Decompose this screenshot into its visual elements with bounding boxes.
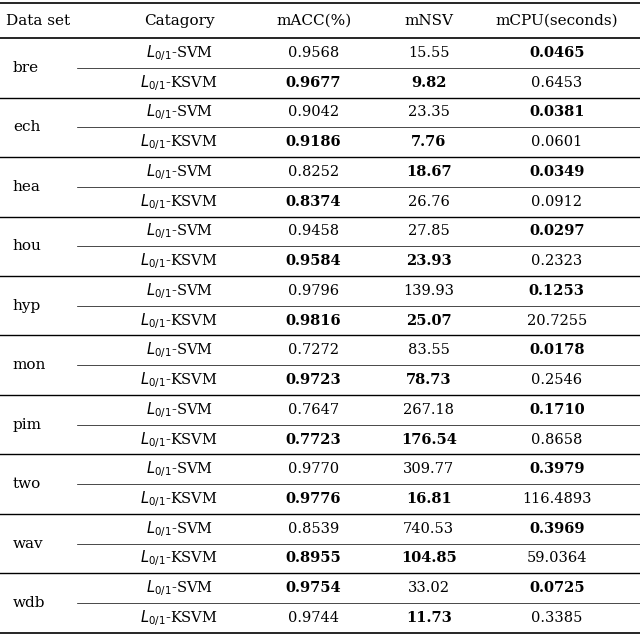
Text: wdb: wdb [13,596,45,610]
Text: hou: hou [13,239,42,253]
Text: 0.2546: 0.2546 [531,373,582,387]
Text: 0.1253: 0.1253 [529,284,585,298]
Text: 0.9042: 0.9042 [288,106,339,120]
Text: 20.7255: 20.7255 [527,314,587,328]
Text: 0.9744: 0.9744 [288,611,339,625]
Text: 18.67: 18.67 [406,165,452,179]
Text: $L_{0/1}$-SVM: $L_{0/1}$-SVM [146,340,212,361]
Text: 16.81: 16.81 [406,492,452,506]
Text: 0.7723: 0.7723 [286,432,341,446]
Text: 0.8658: 0.8658 [531,432,582,446]
Text: 0.2323: 0.2323 [531,254,582,268]
Text: 33.02: 33.02 [408,581,450,595]
Text: hyp: hyp [13,299,41,313]
Text: 0.0465: 0.0465 [529,46,584,60]
Text: 116.4893: 116.4893 [522,492,591,506]
Text: 0.0725: 0.0725 [529,581,584,595]
Text: 740.53: 740.53 [403,522,454,536]
Text: 15.55: 15.55 [408,46,449,60]
Text: 104.85: 104.85 [401,551,457,565]
Text: $L_{0/1}$-KSVM: $L_{0/1}$-KSVM [140,310,218,331]
Text: 0.3979: 0.3979 [529,462,584,476]
Text: mACC(%): mACC(%) [276,13,351,28]
Text: 23.35: 23.35 [408,106,450,120]
Text: 309.77: 309.77 [403,462,454,476]
Text: $L_{0/1}$-KSVM: $L_{0/1}$-KSVM [140,251,218,271]
Text: 0.9754: 0.9754 [286,581,341,595]
Text: 0.9186: 0.9186 [286,135,341,149]
Text: 0.0601: 0.0601 [531,135,582,149]
Text: 0.0912: 0.0912 [531,195,582,209]
Text: 0.0349: 0.0349 [529,165,584,179]
Text: $L_{0/1}$-KSVM: $L_{0/1}$-KSVM [140,608,218,628]
Text: 0.9568: 0.9568 [288,46,339,60]
Text: mCPU(seconds): mCPU(seconds) [495,13,618,28]
Text: $L_{0/1}$-SVM: $L_{0/1}$-SVM [146,102,212,123]
Text: pim: pim [13,418,42,432]
Text: Catagory: Catagory [144,13,214,28]
Text: 0.9458: 0.9458 [288,225,339,238]
Text: 0.8539: 0.8539 [288,522,339,536]
Text: $L_{0/1}$-KSVM: $L_{0/1}$-KSVM [140,191,218,212]
Text: 0.0178: 0.0178 [529,343,584,357]
Text: 0.1710: 0.1710 [529,403,584,417]
Text: 0.0381: 0.0381 [529,106,584,120]
Text: $L_{0/1}$-SVM: $L_{0/1}$-SVM [146,519,212,539]
Text: $L_{0/1}$-KSVM: $L_{0/1}$-KSVM [140,370,218,390]
Text: 27.85: 27.85 [408,225,450,238]
Text: 0.9770: 0.9770 [288,462,339,476]
Text: $L_{0/1}$-SVM: $L_{0/1}$-SVM [146,459,212,480]
Text: 9.82: 9.82 [411,76,447,90]
Text: 0.8955: 0.8955 [285,551,342,565]
Text: $L_{0/1}$-KSVM: $L_{0/1}$-KSVM [140,489,218,509]
Text: 0.3969: 0.3969 [529,522,584,536]
Text: two: two [13,477,41,491]
Text: ech: ech [13,120,40,134]
Text: 0.3385: 0.3385 [531,611,582,625]
Text: 139.93: 139.93 [403,284,454,298]
Text: Data set: Data set [6,13,70,28]
Text: 267.18: 267.18 [403,403,454,417]
Text: 0.9796: 0.9796 [288,284,339,298]
Text: $L_{0/1}$-SVM: $L_{0/1}$-SVM [146,578,212,598]
Text: 78.73: 78.73 [406,373,452,387]
Text: 25.07: 25.07 [406,314,452,328]
Text: 0.8252: 0.8252 [288,165,339,179]
Text: 0.7272: 0.7272 [288,343,339,357]
Text: $L_{0/1}$-SVM: $L_{0/1}$-SVM [146,281,212,301]
Text: 7.76: 7.76 [411,135,447,149]
Text: $L_{0/1}$-KSVM: $L_{0/1}$-KSVM [140,429,218,450]
Text: $L_{0/1}$-KSVM: $L_{0/1}$-KSVM [140,548,218,569]
Text: 0.7647: 0.7647 [288,403,339,417]
Text: $L_{0/1}$-SVM: $L_{0/1}$-SVM [146,43,212,63]
Text: 0.9776: 0.9776 [286,492,341,506]
Text: 0.6453: 0.6453 [531,76,582,90]
Text: $L_{0/1}$-SVM: $L_{0/1}$-SVM [146,221,212,242]
Text: 0.9723: 0.9723 [286,373,341,387]
Text: 0.9677: 0.9677 [286,76,341,90]
Text: 23.93: 23.93 [406,254,452,268]
Text: 26.76: 26.76 [408,195,450,209]
Text: $L_{0/1}$-SVM: $L_{0/1}$-SVM [146,162,212,182]
Text: mNSV: mNSV [404,13,453,28]
Text: hea: hea [13,180,41,194]
Text: 0.9816: 0.9816 [286,314,341,328]
Text: $L_{0/1}$-KSVM: $L_{0/1}$-KSVM [140,132,218,152]
Text: wav: wav [13,537,44,551]
Text: 11.73: 11.73 [406,611,452,625]
Text: mon: mon [13,358,46,372]
Text: 83.55: 83.55 [408,343,450,357]
Text: 0.9584: 0.9584 [286,254,341,268]
Text: 176.54: 176.54 [401,432,457,446]
Text: $L_{0/1}$-KSVM: $L_{0/1}$-KSVM [140,73,218,93]
Text: bre: bre [13,61,39,75]
Text: 0.0297: 0.0297 [529,225,584,238]
Text: $L_{0/1}$-SVM: $L_{0/1}$-SVM [146,400,212,420]
Text: 59.0364: 59.0364 [527,551,587,565]
Text: 0.8374: 0.8374 [286,195,341,209]
